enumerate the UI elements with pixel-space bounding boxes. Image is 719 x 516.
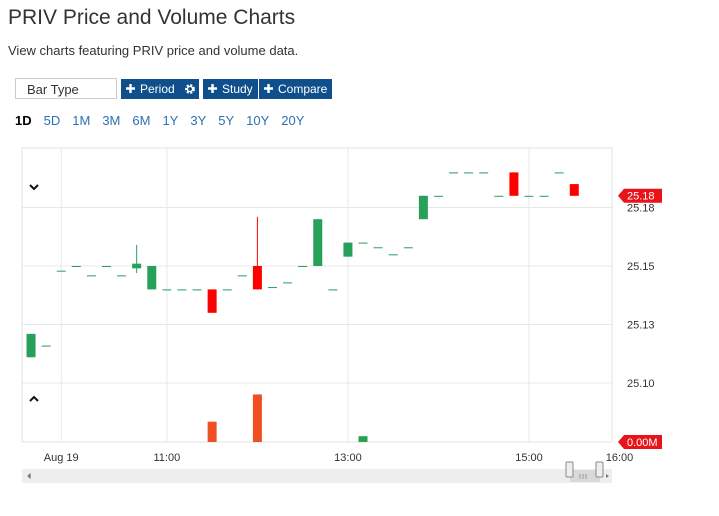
y-tick-label: 25.13: [627, 319, 655, 331]
candle-body: [494, 195, 504, 197]
candle-body: [358, 242, 368, 244]
candle-body: [252, 266, 262, 290]
scroll-left[interactable]: [27, 472, 31, 480]
candle-body: [313, 219, 323, 266]
period-tab[interactable]: 10Y: [246, 113, 270, 128]
x-tick-label: 13:00: [334, 452, 362, 464]
button-label: Period: [140, 82, 175, 96]
candle-body: [509, 172, 519, 196]
candle-body: [464, 172, 474, 174]
page-subtitle: View charts featuring PRIV price and vol…: [8, 43, 299, 58]
candle-body: [388, 254, 398, 256]
plot-frame: [21, 147, 613, 443]
candle-body: [162, 289, 172, 291]
candle-body: [343, 242, 353, 257]
candle-body: [147, 266, 157, 290]
candle-body: [539, 195, 549, 197]
candle-body: [298, 266, 308, 267]
x-tick-label: 15:00: [515, 452, 543, 464]
period-tabs: 1D 5D 1M 3M 6M 1Y 3Y 5Y 10Y 20Y: [15, 113, 304, 128]
period-tab[interactable]: 3Y: [190, 113, 207, 128]
scrollbar[interactable]: [22, 469, 612, 483]
volume-bar: [207, 421, 217, 442]
candle-body: [41, 345, 51, 347]
plus-icon: [264, 84, 273, 93]
candle-body: [267, 287, 277, 289]
candle-body: [26, 333, 36, 358]
y-tick-label: 25.10: [627, 378, 655, 390]
candle-body: [403, 247, 413, 249]
candle-body: [554, 172, 564, 174]
candle-body: [207, 289, 217, 313]
page-title: PRIV Price and Volume Charts: [8, 6, 296, 29]
candle-body: [449, 172, 459, 174]
scroll-right[interactable]: [606, 474, 609, 478]
y-tick-label: 25.15: [627, 261, 655, 273]
handle-right[interactable]: [595, 461, 604, 478]
price-tag-label: 25.18: [627, 191, 655, 203]
button-label: Study: [222, 82, 253, 96]
expand-icon[interactable]: [29, 395, 39, 402]
candle-body: [192, 289, 202, 291]
candle-body: [479, 172, 489, 174]
candle-body: [283, 282, 293, 284]
scroll-handle[interactable]: [570, 470, 600, 482]
candle-body: [132, 263, 142, 269]
candle-body: [102, 266, 112, 267]
plus-icon: [126, 84, 135, 93]
period-tab[interactable]: 3M: [102, 113, 121, 128]
grid: [22, 148, 612, 442]
period-tab[interactable]: 1M: [72, 113, 91, 128]
x-tick-label: Aug 19: [44, 452, 79, 464]
plus-icon: [208, 84, 217, 93]
candle-body: [222, 289, 232, 291]
candle-body: [177, 289, 187, 291]
candle-body: [56, 270, 66, 272]
price-tag: [618, 435, 662, 449]
button-label: Compare: [278, 82, 328, 96]
candle-body: [373, 247, 383, 249]
candle-body: [433, 195, 443, 197]
study-button[interactable]: Study: [203, 79, 258, 99]
period-button[interactable]: Period: [121, 79, 180, 99]
period-tab[interactable]: 20Y: [281, 113, 305, 128]
settings-button[interactable]: [180, 79, 199, 99]
candle-body: [524, 195, 534, 197]
candle-body: [71, 266, 81, 267]
handle-left[interactable]: [565, 461, 574, 478]
handle-grip: [579, 474, 587, 479]
y-tick-label: 25.18: [627, 202, 655, 214]
period-tab[interactable]: 1Y: [162, 113, 179, 128]
candle-body: [237, 275, 247, 277]
period-tab[interactable]: 1D: [15, 113, 32, 128]
price-tag-label: 0.00M: [627, 437, 658, 449]
compare-button[interactable]: Compare: [259, 79, 333, 99]
candle-body: [569, 184, 579, 196]
price-tag: [618, 188, 662, 203]
x-tick-label: 11:00: [153, 452, 180, 464]
period-tab[interactable]: 5Y: [218, 113, 235, 128]
chart-type-select[interactable]: Bar Type: [15, 78, 117, 99]
period-tab[interactable]: 6M: [132, 113, 151, 128]
x-tick-label: 16:00: [606, 452, 634, 464]
gear-icon: [184, 84, 195, 94]
candle-body: [86, 275, 96, 277]
candle-body: [117, 275, 127, 277]
candle-body: [418, 195, 428, 220]
volume-bar: [358, 436, 368, 442]
period-tab[interactable]: 5D: [43, 113, 61, 128]
volume-bar: [252, 394, 262, 442]
candle-body: [328, 289, 338, 291]
collapse-icon[interactable]: [29, 184, 39, 191]
